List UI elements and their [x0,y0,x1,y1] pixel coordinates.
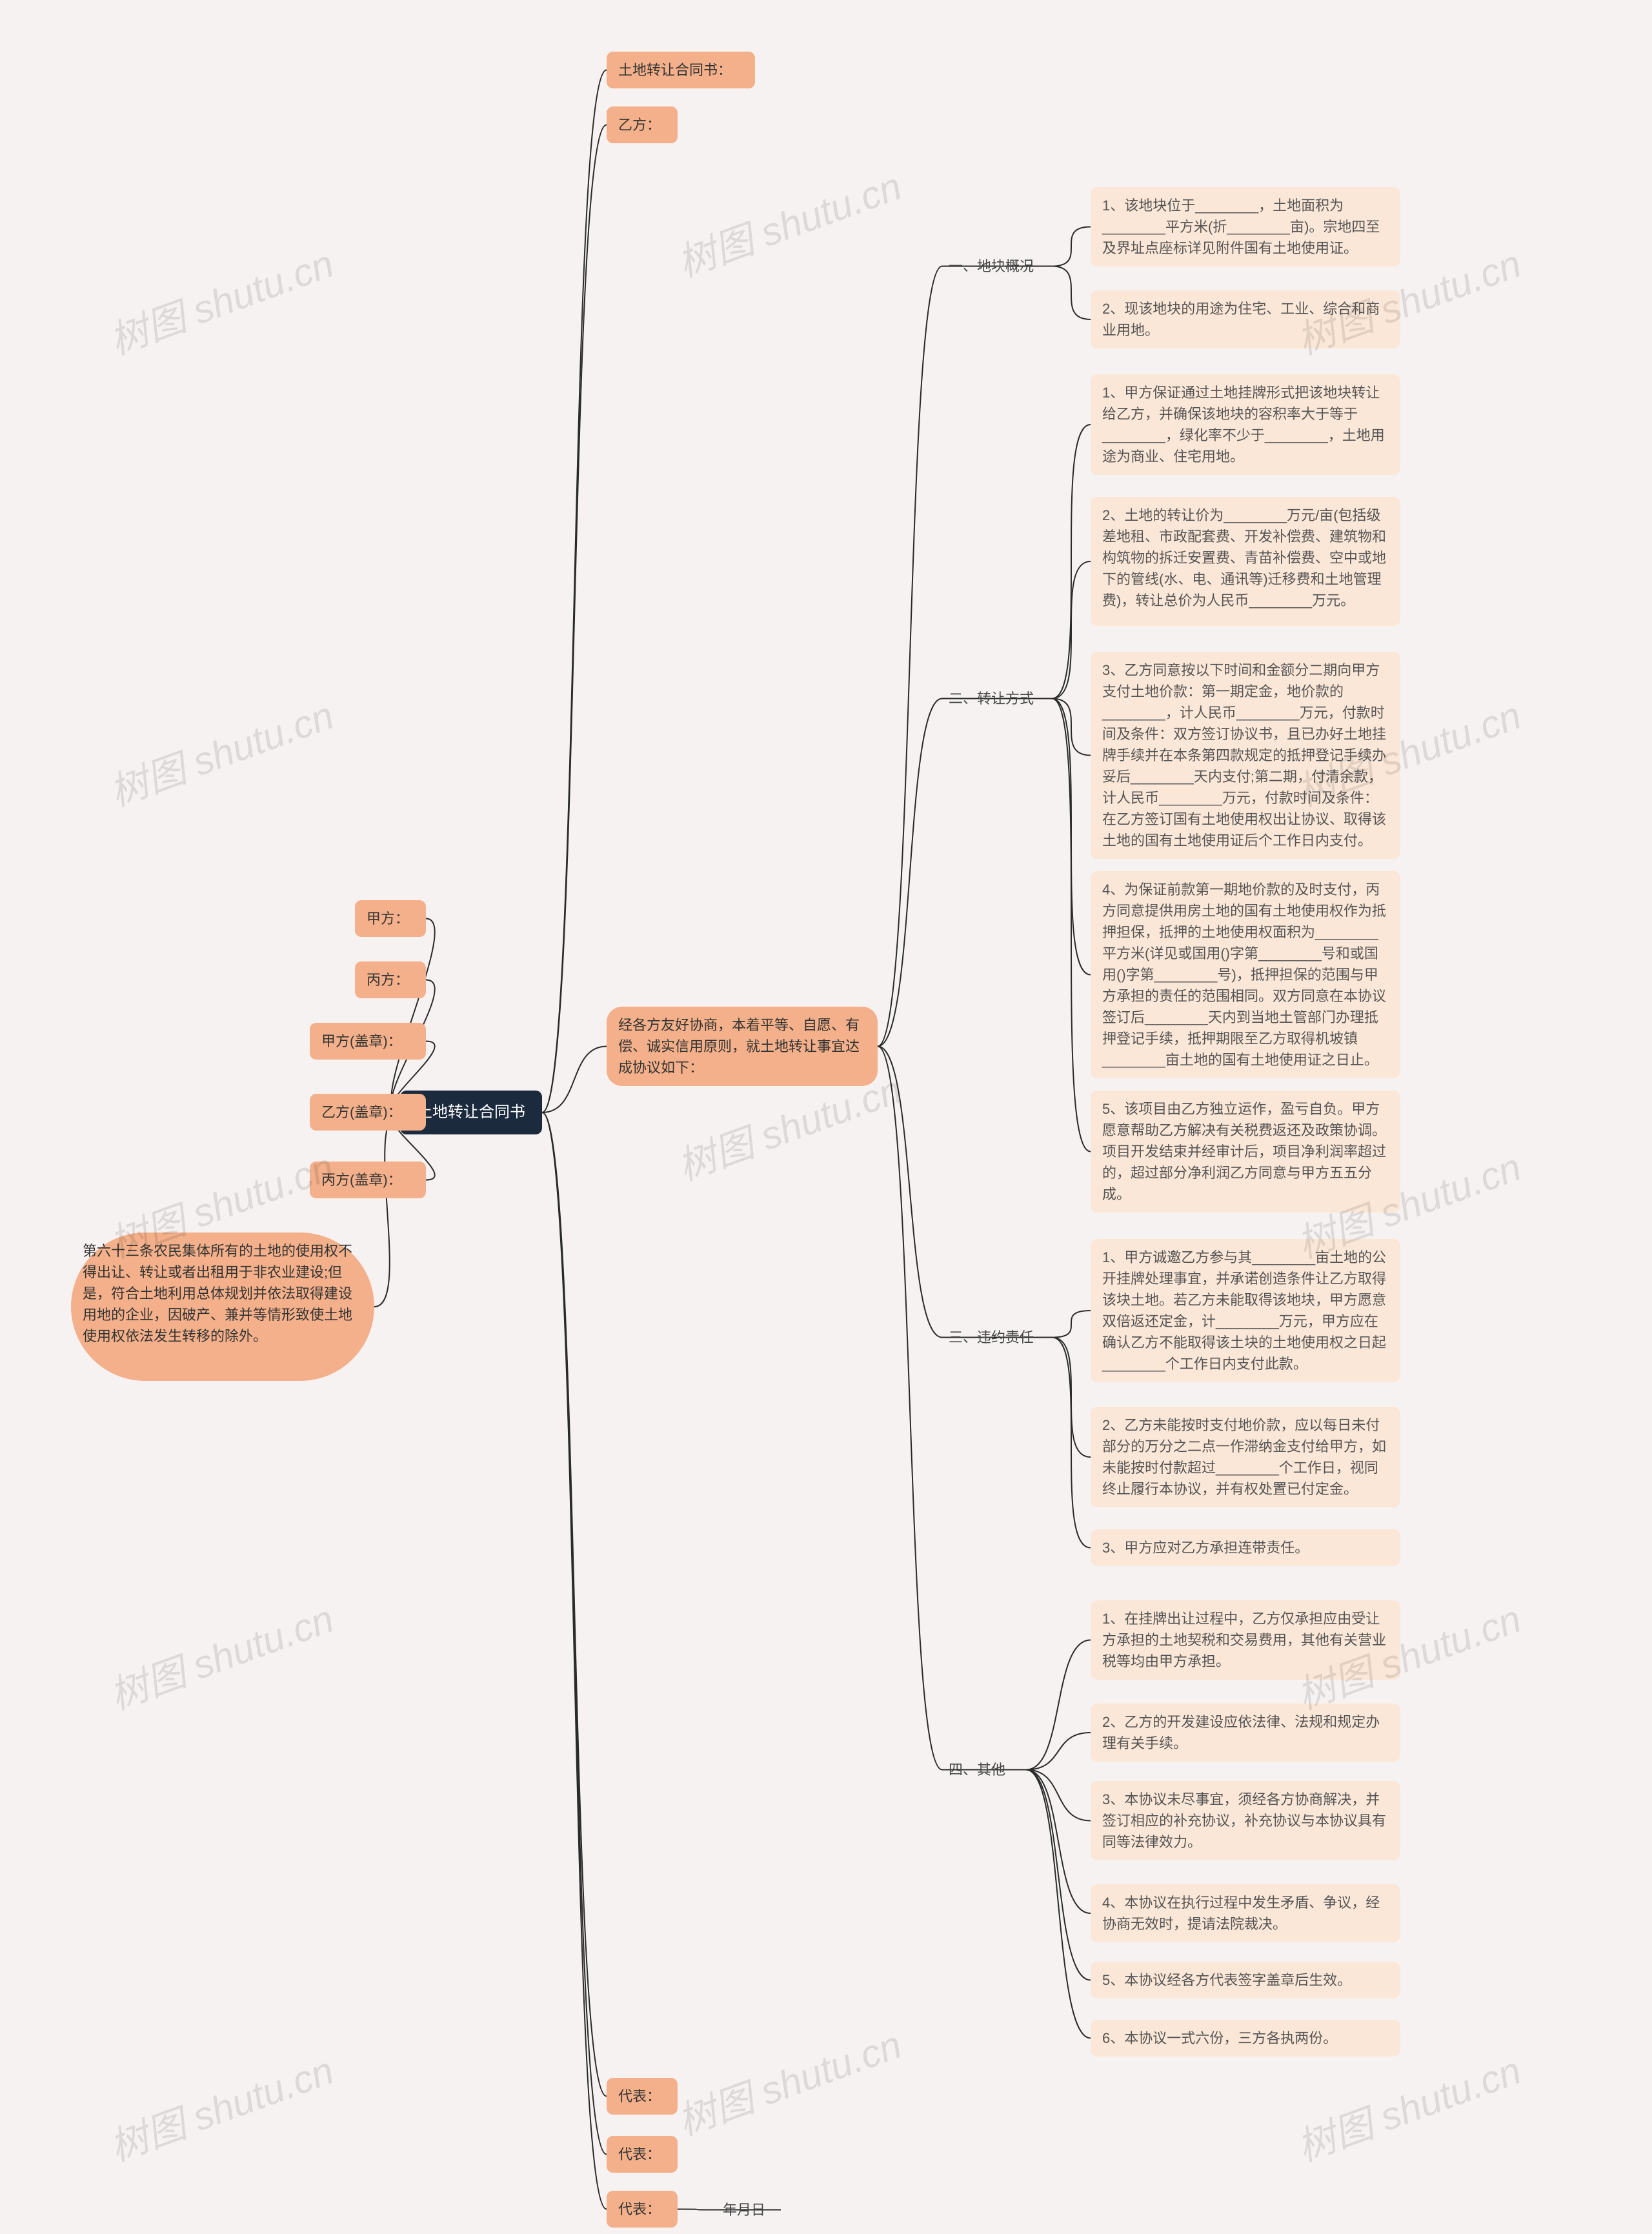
bubble-party-c-stamp[interactable]: 丙方(盖章)： [310,1162,426,1198]
leaf-s2-5[interactable]: 5、该项目由乙方独立运作，盈亏自负。甲方愿意帮助乙方解决有关税费返还及政策协调。… [1091,1091,1400,1213]
leaf-s1-1[interactable]: 1、该地块位于________，土地面积为________平方米(折______… [1091,187,1400,267]
leaf-s3-1[interactable]: 1、甲方诚邀乙方参与其________亩土地的公开挂牌处理事宜，并承诺创造条件让… [1091,1239,1400,1382]
watermark: 树图 shutu.cn [101,232,340,365]
bubble-rep-2[interactable]: 代表： [607,2136,678,2173]
leaf-s2-1[interactable]: 1、甲方保证通过土地挂牌形式把该地块转让给乙方，并确保该地块的容积率大于等于__… [1091,374,1400,475]
leaf-s4-4[interactable]: 4、本协议在执行过程中发生矛盾、争议，经协商无效时，提请法院裁决。 [1091,1884,1400,1942]
leaf-s2-4[interactable]: 4、为保证前款第一期地价款的及时支付，丙方同意提供用房土地的国有土地使用权作为抵… [1091,871,1400,1078]
section-1-header[interactable]: 一、地块概况 [942,252,1052,281]
section-2-header[interactable]: 二、转让方式 [942,684,1052,713]
leaf-s2-3[interactable]: 3、乙方同意按以下时间和金额分二期向甲方支付土地价款：第一期定金，地价款的___… [1091,652,1400,859]
leaf-s4-2[interactable]: 2、乙方的开发建设应依法律、法规和规定办理有关手续。 [1091,1704,1400,1762]
bubble-intro[interactable]: 经各方友好协商，本着平等、自愿、有偿、诚实信用原则，就土地转让事宜达成协议如下： [607,1007,878,1086]
edges-layer [0,0,1652,2234]
watermark: 树图 shutu.cn [101,684,340,817]
watermark: 树图 shutu.cn [1288,2039,1527,2172]
leaf-s3-3[interactable]: 3、甲方应对乙方承担连带责任。 [1091,1529,1400,1566]
section-3-header[interactable]: 三、违约责任 [942,1323,1052,1352]
watermark: 树图 shutu.cn [669,2013,908,2146]
bubble-contract-title[interactable]: 土地转让合同书： [607,52,755,88]
leaf-s4-5[interactable]: 5、本协议经各方代表签字盖章后生效。 [1091,1962,1400,1998]
bubble-party-a[interactable]: 甲方： [355,900,426,937]
bubble-party-c[interactable]: 丙方： [355,961,426,998]
bubble-party-b-stamp[interactable]: 乙方(盖章)： [310,1094,426,1131]
leaf-s3-2[interactable]: 2、乙方未能按时支付地价款，应以每日未付部分的万分之二点一作滞纳金支付给甲方，如… [1091,1407,1400,1507]
bubble-rep-1[interactable]: 代表： [607,2078,678,2115]
leaf-s4-3[interactable]: 3、本协议未尽事宜，须经各方协商解决，并签订相应的补充协议，补充协议与本协议具有… [1091,1781,1400,1860]
watermark: 树图 shutu.cn [669,155,908,288]
mindmap-stage: 土地转让合同书 土地转让合同书： 乙方： 甲方： 丙方： 甲方(盖章)： 乙方(… [0,0,1652,2234]
section-4-header[interactable]: 四、其他 [942,1755,1026,1784]
watermark: 树图 shutu.cn [101,2039,340,2172]
leaf-s2-2[interactable]: 2、土地的转让价为________万元/亩(包括级差地租、市政配套费、开发补偿费… [1091,497,1400,626]
leaf-s4-6[interactable]: 6、本协议一式六份，三方各执两份。 [1091,2020,1400,2057]
leaf-s4-1[interactable]: 1、在挂牌出让过程中，乙方仅承担应由受让方承担的土地契税和交易费用，其他有关营业… [1091,1600,1400,1680]
bubble-rep-3[interactable]: 代表： [607,2191,678,2228]
watermark: 树图 shutu.cn [101,1587,340,1720]
leaf-s1-2[interactable]: 2、现该地块的用途为住宅、工业、综合和商业用地。 [1091,290,1400,348]
bubble-article-63[interactable]: 第六十三条农民集体所有的土地的使用权不得出让、转让或者出租用于非农业建设;但是，… [71,1233,374,1381]
bubble-party-b[interactable]: 乙方： [607,106,678,143]
label-date: 年月日 [716,2195,781,2224]
bubble-party-a-stamp[interactable]: 甲方(盖章)： [310,1023,426,1060]
